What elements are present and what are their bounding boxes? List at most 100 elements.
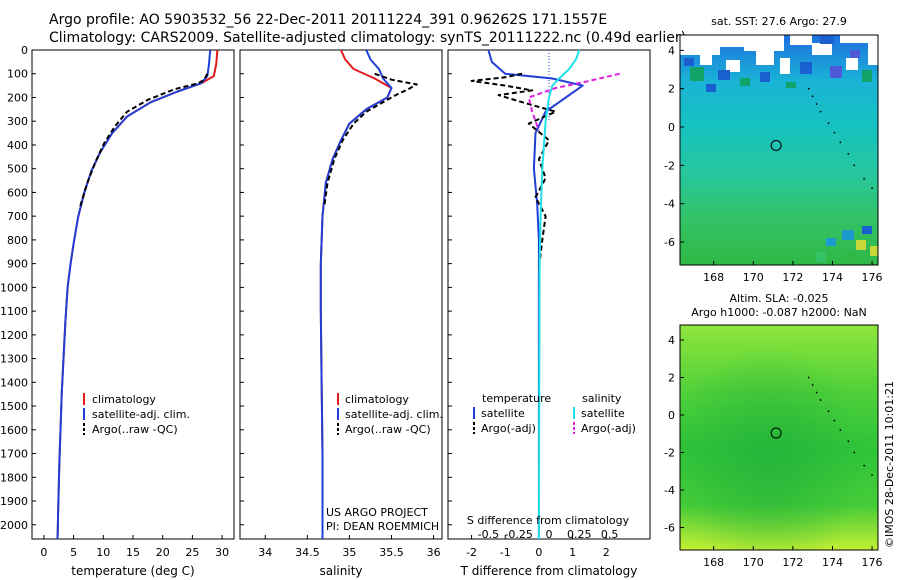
depth-tick-label: 1100: [0, 305, 28, 318]
depth-tick-label: 200: [7, 91, 28, 104]
sst-cell: [706, 84, 716, 92]
series-line-temperature-satellite: [487, 49, 584, 539]
temperature-panel: 0 5 10 15 20 25 30: [31, 49, 235, 559]
island-dot: [811, 384, 814, 386]
map-y-tick-label: 0: [668, 121, 675, 134]
island-dot: [839, 141, 842, 144]
sst-map-title: sat. SST: 27.6 Argo: 27.9: [711, 15, 847, 28]
legend-label-satellite: satellite-adj. clim.: [345, 408, 443, 421]
sst-cell: [830, 66, 842, 78]
sst-cell: [740, 78, 750, 86]
x-tick-label: 1: [569, 546, 576, 559]
sst-cell: [780, 58, 790, 74]
sla-map: 168 170 172 174 176 -6 -4 -2 0 2 4: [664, 324, 883, 569]
legend-label-t-satellite: satellite: [481, 407, 525, 420]
argo-float-marker: [770, 139, 782, 151]
depth-tick-label: 500: [7, 163, 28, 176]
x-tick-label: 30: [215, 546, 229, 559]
legend-label-climatology: climatology: [92, 393, 156, 406]
map-y-tick-label: -6: [664, 522, 675, 535]
x-tick-label: 36: [427, 546, 441, 559]
map-x-tick-label: 168: [703, 271, 724, 284]
sst-cell: [700, 55, 712, 65]
island-dot: [853, 164, 856, 167]
depth-tick-label: 800: [7, 234, 28, 247]
map-x-tick-label: 176: [862, 556, 883, 569]
s-tick-label: 0.5: [601, 528, 619, 541]
legend-title-salinity: salinity: [582, 392, 622, 405]
map-y-tick-label: -2: [664, 159, 675, 172]
legend-label-satellite: satellite-adj. clim.: [92, 408, 190, 421]
island-dot: [807, 87, 810, 90]
sst-cell: [684, 58, 694, 66]
island-dot: [815, 103, 818, 105]
depth-tick-label: 2000: [0, 519, 28, 532]
island-dot: [811, 95, 814, 98]
series-line-salinity-argo-adj: [527, 72, 620, 132]
depth-tick-label: 400: [7, 139, 28, 152]
depth-tick-label: 1400: [0, 376, 28, 389]
map-x-tick-label: 174: [822, 271, 843, 284]
island-dot: [827, 122, 830, 125]
sst-cell: [856, 240, 866, 250]
x-tick-label: 34.5: [295, 546, 320, 559]
legend-label-s-argo: Argo(-adj): [581, 422, 636, 435]
depth-tick-label: 1700: [0, 448, 28, 461]
map-y-tick-label: -2: [664, 447, 675, 460]
map-y-tick-label: -4: [664, 484, 675, 497]
depth-tick-label: 900: [7, 258, 28, 271]
island-dot: [863, 464, 866, 467]
sst-cell: [850, 50, 860, 58]
sst-cell: [790, 35, 812, 45]
x-tick-label: 35: [342, 546, 356, 559]
island-dot: [839, 429, 842, 431]
salinity-panel: 34 34.5 35 35.5 36: [239, 49, 443, 559]
map-x-tick-label: 168: [703, 556, 724, 569]
map-x-tick-label: 170: [743, 556, 764, 569]
sst-cell: [786, 82, 796, 88]
island-dot: [853, 451, 856, 454]
sst-cell: [862, 226, 872, 234]
island-dot: [815, 391, 818, 394]
credit-line2: PI: DEAN ROEMMICH: [326, 520, 439, 533]
depth-tick-label: 100: [7, 68, 28, 81]
difference-panel: -2 -1 0 1 2-0.5 -0.25 0 0.25 0.5: [447, 49, 651, 559]
x-tick-label: -1: [500, 546, 511, 559]
sst-cell: [820, 36, 834, 44]
legend-label-t-argo: Argo(-adj): [481, 422, 536, 435]
sst-cell: [826, 238, 836, 246]
s-tick-label: -0.5: [478, 528, 499, 541]
sst-cell: [800, 62, 812, 74]
s-tick-label: -0.25: [504, 528, 532, 541]
s-tick-label: 0.25: [567, 528, 592, 541]
sst-cell: [868, 43, 878, 65]
x-tick-label: 15: [126, 546, 140, 559]
x-tick-label: 25: [185, 546, 199, 559]
island-dot: [833, 419, 836, 422]
x-tick-label: 10: [96, 546, 110, 559]
x-tick-label: 34: [258, 546, 272, 559]
legend-title-temperature: temperature: [482, 392, 551, 405]
depth-tick-label: 1800: [0, 471, 28, 484]
series-line-argo-raw-qc: [323, 72, 418, 207]
sst-cell: [846, 252, 856, 264]
figure-title-line1: Argo profile: AO 5903532_56 22-Dec-2011 …: [49, 12, 608, 28]
temperature-legend: climatology satellite-adj. clim. Argo(..…: [83, 393, 190, 436]
map-y-tick-label: 0: [668, 409, 675, 422]
sst-cell: [846, 58, 858, 70]
legend-label-argo: Argo(..raw -QC): [345, 423, 431, 436]
island-dot: [847, 152, 850, 155]
map-y-tick-label: 2: [668, 83, 675, 96]
credit-line1: US ARGO PROJECT: [326, 506, 428, 519]
sdiff-xlabel: S difference from climatology: [467, 514, 630, 527]
depth-axis: 0 100 200 300 400 500 600 700 800 900 1000 1100 1200…: [0, 44, 452, 532]
tdiff-xlabel: T difference from climatology: [460, 564, 638, 578]
island-dot: [827, 410, 830, 413]
sst-cell: [718, 70, 730, 80]
sst-cell: [726, 60, 740, 72]
island-dot: [871, 187, 873, 190]
depth-tick-label: 1600: [0, 424, 28, 437]
series-line-salinity-satellite: [537, 49, 581, 540]
series-line-temperature-argo-adj: [470, 72, 557, 269]
